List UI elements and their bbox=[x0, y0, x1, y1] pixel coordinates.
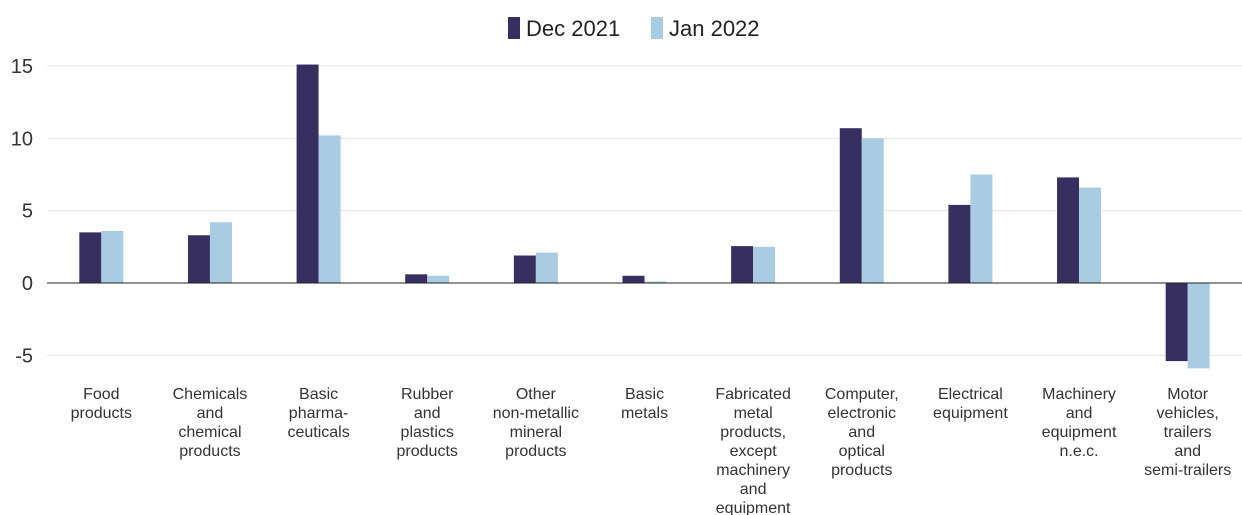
bar-jan-2022 bbox=[535, 252, 558, 283]
legend-label-dec-2021: Dec 2021 bbox=[526, 16, 620, 41]
bar-jan-2022 bbox=[101, 230, 124, 283]
bar-jan-2022 bbox=[970, 174, 993, 283]
bar-dec-2021 bbox=[296, 64, 319, 283]
y-tick-label: 5 bbox=[22, 201, 33, 223]
bar-dec-2021 bbox=[948, 204, 971, 283]
bars bbox=[79, 64, 1210, 369]
x-category-label: Motor vehicles, trailers and semi-trailers bbox=[1144, 386, 1231, 479]
y-tick-label: -5 bbox=[15, 345, 33, 367]
x-category-label: Rubber and plastics products bbox=[397, 386, 458, 460]
bar-jan-2022 bbox=[1187, 283, 1210, 369]
bar-jan-2022 bbox=[1079, 187, 1102, 283]
bar-dec-2021 bbox=[187, 235, 210, 283]
x-category-label: Machinery and equipment n.e.c. bbox=[1042, 386, 1117, 460]
bar-dec-2021 bbox=[79, 232, 102, 283]
bar-jan-2022 bbox=[644, 281, 667, 283]
x-category-label: Electrical equipment bbox=[933, 386, 1008, 422]
y-tick-label: 15 bbox=[11, 56, 33, 78]
x-category-label: Basic metals bbox=[621, 386, 668, 422]
y-tick-label: 0 bbox=[22, 273, 33, 295]
x-axis-labels: Food products Chemicals and chemical products… bbox=[71, 386, 1232, 515]
x-category-label: Chemicals and chemical products bbox=[173, 386, 248, 460]
x-category-label: Basic pharma-ceuticals bbox=[287, 386, 349, 441]
legend-swatch-dec-2021 bbox=[508, 17, 520, 39]
y-axis: 15 10 5 0 -5 bbox=[11, 56, 33, 367]
bar-dec-2021 bbox=[1165, 283, 1188, 362]
bar-dec-2021 bbox=[1057, 177, 1080, 283]
legend-swatch-jan-2022 bbox=[651, 17, 663, 39]
x-category-label: Other non-metallic mineral products bbox=[493, 386, 579, 460]
bar-dec-2021 bbox=[513, 255, 536, 283]
legend: Dec 2021 Jan 2022 bbox=[508, 16, 760, 41]
y-tick-label: 10 bbox=[11, 128, 33, 150]
x-category-label: Fabricated metal products, except machinery a… bbox=[715, 386, 791, 515]
bar-dec-2021 bbox=[731, 246, 754, 283]
x-category-label: Computer, electronic and optical products bbox=[825, 386, 899, 479]
legend-label-jan-2022: Jan 2022 bbox=[669, 16, 760, 41]
bar-jan-2022 bbox=[318, 135, 341, 283]
bar-jan-2022 bbox=[861, 138, 884, 283]
bar-dec-2021 bbox=[405, 274, 428, 283]
gridlines bbox=[47, 65, 1242, 356]
bar-dec-2021 bbox=[622, 275, 645, 283]
bar-jan-2022 bbox=[753, 246, 776, 283]
bar-jan-2022 bbox=[427, 275, 450, 283]
bar-dec-2021 bbox=[839, 128, 862, 283]
x-category-label: Food products bbox=[71, 386, 132, 422]
bar-jan-2022 bbox=[209, 222, 232, 283]
